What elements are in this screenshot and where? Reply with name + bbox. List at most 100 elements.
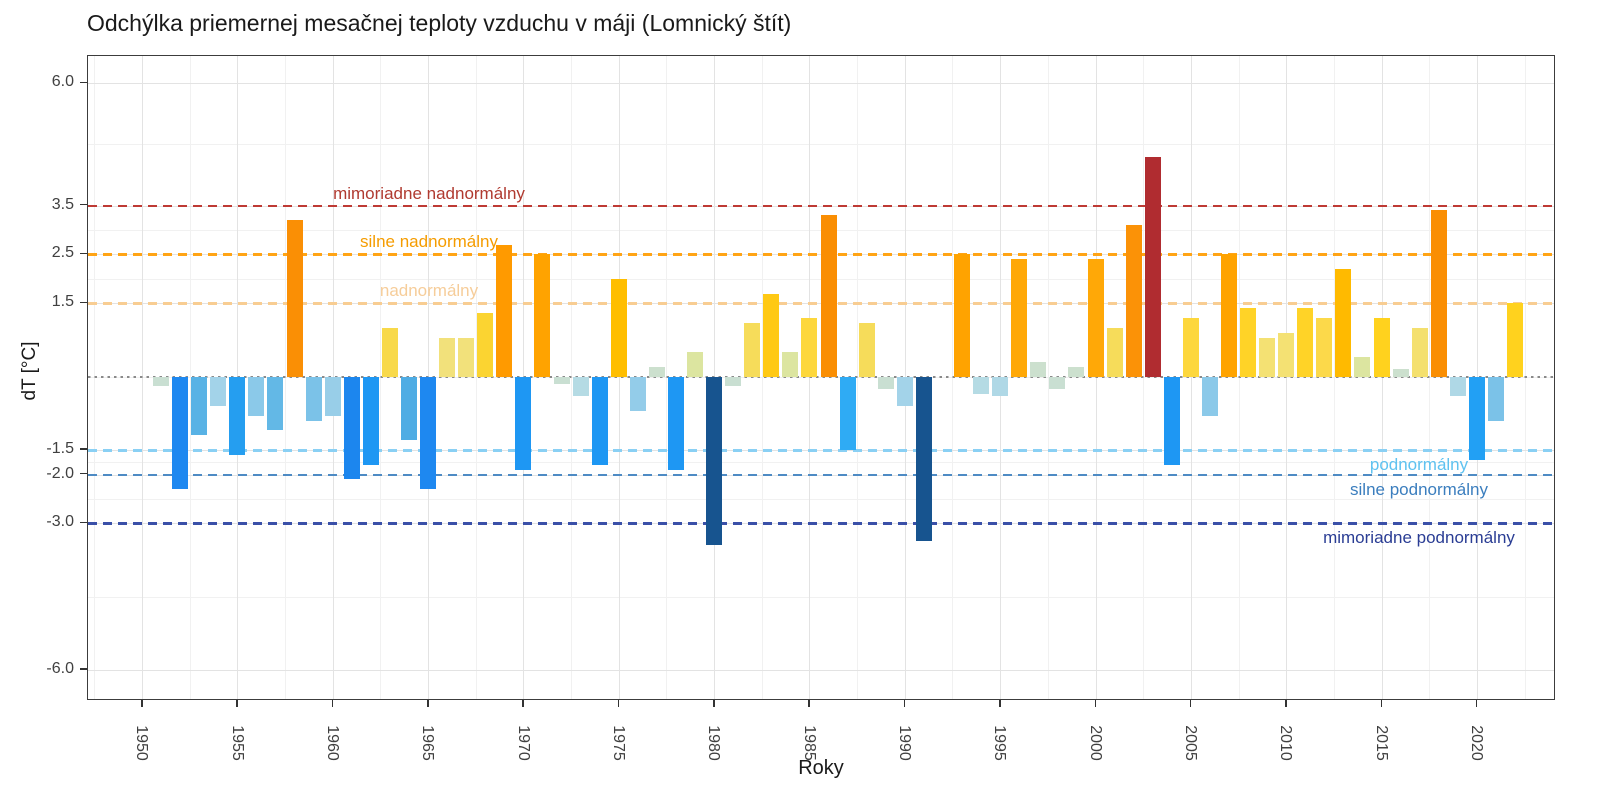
x-tick-1990 <box>903 700 906 707</box>
bar-2006 <box>1201 376 1218 416</box>
bar-1982 <box>744 322 761 377</box>
x-tick-label-1990: 1990 <box>895 712 913 774</box>
y-axis-title: dT [°C] <box>19 341 40 401</box>
bar-1952 <box>172 376 189 490</box>
x-tick-label-text: 1985 <box>800 725 818 761</box>
bar-2022 <box>1507 303 1524 377</box>
y-tick-2.5 <box>80 252 87 255</box>
threshold-label--3: mimoriadne podnormálny <box>1323 528 1515 548</box>
bar-2007 <box>1220 254 1237 377</box>
threshold-label-3.5: mimoriadne nadnormálny <box>333 183 525 203</box>
x-tick-label-text: 1950 <box>133 725 150 761</box>
bar-1956 <box>248 376 265 416</box>
bar-1978 <box>667 376 684 470</box>
x-tick-1960 <box>331 700 334 707</box>
threshold-line--3 <box>88 522 1554 525</box>
x-tick-1955 <box>236 700 238 707</box>
chart-title: Odchýlka priemernej mesačnej teploty vzd… <box>87 10 792 36</box>
bar-2021 <box>1487 376 1504 421</box>
bar-1984 <box>782 352 799 377</box>
y-tick-label--6.0: -6.0 <box>46 660 74 678</box>
bar-2016 <box>1392 369 1409 377</box>
y-tick--6.0 <box>80 668 87 670</box>
gridline-major-h <box>88 83 1554 85</box>
y-tick-label-3.5: 3.5 <box>51 195 74 213</box>
bar-1985 <box>801 318 818 377</box>
bar-1970 <box>515 376 532 470</box>
y-tick-label--1.5: -1.5 <box>46 440 74 458</box>
bar-2005 <box>1182 318 1199 377</box>
x-tick-2005 <box>1189 700 1192 707</box>
bar-2019 <box>1449 376 1466 397</box>
x-tick-label-text: 1965 <box>419 725 437 761</box>
y-tick--2.0 <box>80 472 87 475</box>
bar-1977 <box>648 366 665 377</box>
bar-1968 <box>477 313 494 377</box>
bar-1959 <box>305 376 322 421</box>
x-tick-label-text: 2020 <box>1467 725 1485 761</box>
x-tick-label-text: 2010 <box>1277 725 1295 761</box>
x-tick-label-1955: 1955 <box>227 712 245 774</box>
bar-1979 <box>687 352 704 377</box>
bar-1969 <box>496 244 513 377</box>
bar-1961 <box>343 376 360 480</box>
threshold-label--2: silne podnormálny <box>1350 479 1488 499</box>
x-tick-1980 <box>713 700 715 707</box>
x-tick-label-text: 2000 <box>1086 725 1104 761</box>
threshold-line--1.5 <box>88 449 1554 452</box>
x-tick-2000 <box>1094 700 1096 707</box>
x-tick-label-text: 1995 <box>991 725 1009 761</box>
bar-1962 <box>362 376 379 465</box>
bar-2002 <box>1125 225 1142 377</box>
bar-2010 <box>1278 332 1295 377</box>
bar-2011 <box>1297 308 1314 377</box>
x-tick-label-text: 1970 <box>514 725 532 761</box>
x-tick-label-2010: 2010 <box>1276 712 1294 774</box>
bar-1963 <box>381 327 398 377</box>
x-tick-label-text: 1975 <box>609 725 627 761</box>
bar-1973 <box>572 376 589 397</box>
bar-1953 <box>191 376 208 436</box>
bar-1981 <box>725 376 742 387</box>
bar-2004 <box>1163 376 1180 465</box>
x-tick-label-1980: 1980 <box>704 712 722 774</box>
y-tick--3.0 <box>80 521 87 524</box>
x-tick-label-1995: 1995 <box>990 712 1008 774</box>
x-tick-label-1965: 1965 <box>418 712 436 774</box>
bar-2003 <box>1144 156 1161 377</box>
x-tick-1995 <box>999 700 1001 707</box>
bar-2020 <box>1468 376 1485 460</box>
bar-1971 <box>534 254 551 377</box>
x-tick-1950 <box>141 700 143 707</box>
x-tick-label-1970: 1970 <box>513 712 531 774</box>
threshold-line-3.5 <box>88 204 1554 208</box>
x-tick-1985 <box>808 700 810 707</box>
y-tick-label-1.5: 1.5 <box>51 293 74 311</box>
gridline-major-h <box>88 670 1554 672</box>
x-tick-1970 <box>522 700 524 707</box>
x-tick-label-1950: 1950 <box>132 712 150 774</box>
bar-2001 <box>1106 327 1123 377</box>
gridline-minor-h <box>88 462 1554 464</box>
x-tick-label-text: 2005 <box>1181 725 1199 761</box>
bar-1994 <box>973 376 990 394</box>
bar-1974 <box>591 376 608 465</box>
bar-2014 <box>1354 357 1371 377</box>
y-tick-label--3.0: -3.0 <box>46 513 74 531</box>
zero-line <box>88 375 1554 378</box>
threshold-line--2 <box>88 473 1554 476</box>
x-tick-label-text: 1955 <box>228 725 246 761</box>
bar-1987 <box>839 376 856 451</box>
bar-2012 <box>1316 318 1333 377</box>
bar-1997 <box>1030 362 1047 377</box>
y-tick-label--2.0: -2.0 <box>46 464 74 482</box>
x-tick-label-2005: 2005 <box>1181 712 1199 774</box>
bar-1993 <box>954 254 970 377</box>
bar-1980 <box>706 376 723 546</box>
bar-1960 <box>324 376 341 416</box>
bar-1954 <box>210 376 227 407</box>
x-tick-1975 <box>617 700 620 707</box>
plot-panel: mimoriadne nadnormálny silne nadnormálny n… <box>87 55 1555 700</box>
gridline-minor-h <box>88 596 1554 598</box>
